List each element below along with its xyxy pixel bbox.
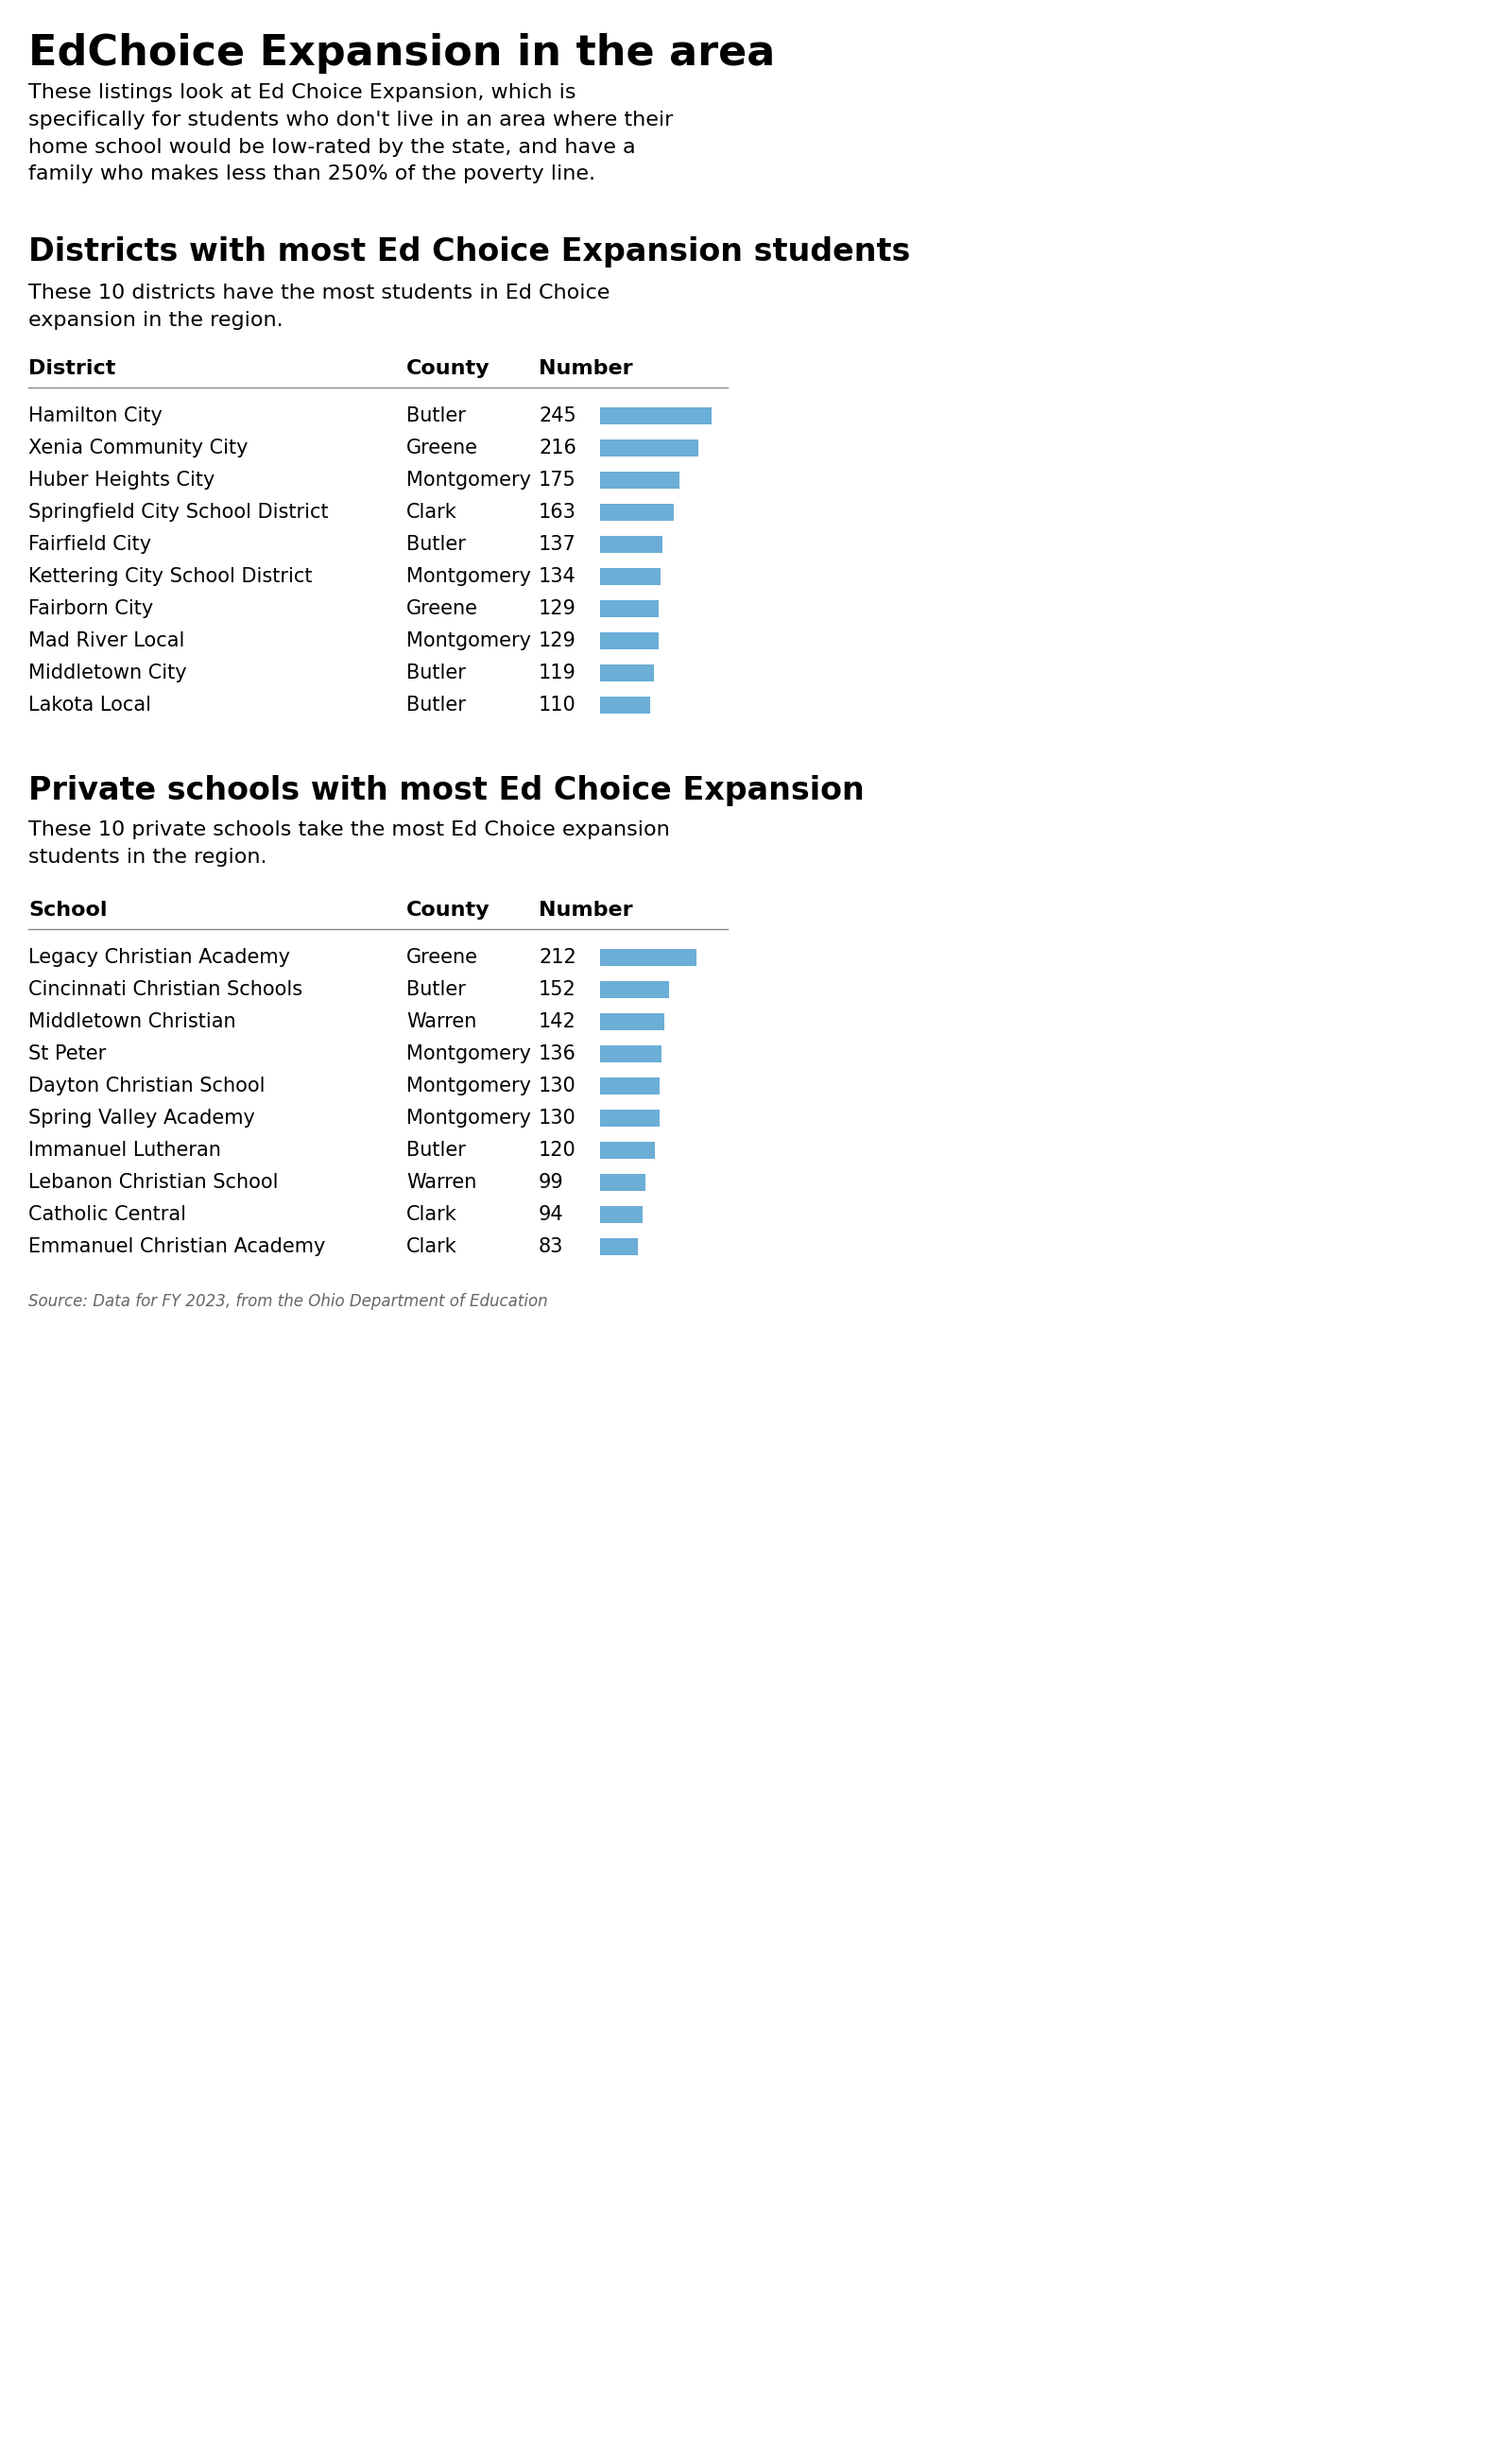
Text: 142: 142: [538, 1013, 576, 1031]
Text: Private schools with most Ed Choice Expansion: Private schools with most Ed Choice Expa…: [29, 776, 865, 805]
Text: County: County: [407, 360, 490, 377]
Text: Butler: Butler: [407, 979, 466, 999]
Bar: [600, 1239, 638, 1256]
Text: Districts with most Ed Choice Expansion students: Districts with most Ed Choice Expansion …: [29, 237, 910, 267]
Text: Butler: Butler: [407, 536, 466, 553]
Text: Number: Number: [538, 360, 634, 377]
Text: Warren: Warren: [407, 1013, 476, 1031]
Text: Montgomery: Montgomery: [407, 632, 531, 651]
Text: Legacy Christian Academy: Legacy Christian Academy: [29, 947, 290, 967]
Text: Clark: Clark: [407, 1236, 457, 1256]
Text: 129: 129: [538, 632, 576, 651]
Bar: [600, 663, 655, 681]
Text: Number: Number: [538, 901, 634, 920]
Bar: [600, 1207, 643, 1224]
Bar: [600, 632, 659, 649]
Text: 152: 152: [538, 979, 576, 999]
Text: 245: 245: [538, 406, 576, 426]
Text: Hamilton City: Hamilton City: [29, 406, 162, 426]
Text: Fairborn City: Fairborn City: [29, 600, 153, 619]
Text: 94: 94: [538, 1204, 564, 1224]
Text: 119: 119: [538, 663, 576, 683]
Text: Lebanon Christian School: Lebanon Christian School: [29, 1173, 278, 1192]
Text: 212: 212: [538, 947, 576, 967]
Text: 129: 129: [538, 600, 576, 619]
Text: Source: Data for FY 2023, from the Ohio Department of Education: Source: Data for FY 2023, from the Ohio …: [29, 1293, 547, 1310]
Text: 99: 99: [538, 1173, 564, 1192]
Bar: [600, 536, 662, 553]
Text: 83: 83: [538, 1236, 564, 1256]
Text: Kettering City School District: Kettering City School District: [29, 568, 313, 585]
Text: Clark: Clark: [407, 1204, 457, 1224]
Text: EdChoice Expansion in the area: EdChoice Expansion in the area: [29, 34, 776, 73]
Text: Warren: Warren: [407, 1173, 476, 1192]
Text: Xenia Community City: Xenia Community City: [29, 438, 248, 458]
Text: Emmanuel Christian Academy: Emmanuel Christian Academy: [29, 1236, 325, 1256]
Text: Butler: Butler: [407, 695, 466, 715]
Bar: [600, 600, 659, 617]
Text: Montgomery: Montgomery: [407, 470, 531, 490]
Text: 134: 134: [538, 568, 576, 585]
Text: Middletown City: Middletown City: [29, 663, 187, 683]
Text: 163: 163: [538, 502, 576, 521]
Text: Clark: Clark: [407, 502, 457, 521]
Bar: [600, 568, 661, 585]
Bar: [600, 504, 674, 521]
Text: These listings look at Ed Choice Expansion, which is
specifically for students w: These listings look at Ed Choice Expansi…: [29, 83, 673, 184]
Text: Cincinnati Christian Schools: Cincinnati Christian Schools: [29, 979, 302, 999]
Bar: [600, 1013, 665, 1031]
Text: Huber Heights City: Huber Heights City: [29, 470, 215, 490]
Text: Greene: Greene: [407, 947, 478, 967]
Text: Catholic Central: Catholic Central: [29, 1204, 186, 1224]
Text: 137: 137: [538, 536, 576, 553]
Text: These 10 private schools take the most Ed Choice expansion
students in the regio: These 10 private schools take the most E…: [29, 820, 670, 867]
Text: St Peter: St Peter: [29, 1045, 106, 1062]
Text: District: District: [29, 360, 115, 377]
Text: These 10 districts have the most students in Ed Choice
expansion in the region.: These 10 districts have the most student…: [29, 284, 609, 330]
Text: Butler: Butler: [407, 663, 466, 683]
Bar: [600, 1109, 659, 1126]
Text: Montgomery: Montgomery: [407, 1109, 531, 1129]
Text: 130: 130: [538, 1077, 576, 1094]
Text: 216: 216: [538, 438, 576, 458]
Text: Mad River Local: Mad River Local: [29, 632, 184, 651]
Bar: [600, 1077, 659, 1094]
Text: Dayton Christian School: Dayton Christian School: [29, 1077, 265, 1094]
Text: 110: 110: [538, 695, 576, 715]
Text: Butler: Butler: [407, 1141, 466, 1160]
Text: Butler: Butler: [407, 406, 466, 426]
Text: Montgomery: Montgomery: [407, 568, 531, 585]
Bar: [600, 406, 711, 424]
Text: School: School: [29, 901, 107, 920]
Text: County: County: [407, 901, 490, 920]
Text: 175: 175: [538, 470, 576, 490]
Text: Spring Valley Academy: Spring Valley Academy: [29, 1109, 256, 1129]
Bar: [600, 950, 697, 967]
Bar: [600, 698, 650, 715]
Bar: [600, 982, 670, 999]
Text: Montgomery: Montgomery: [407, 1077, 531, 1094]
Text: Greene: Greene: [407, 600, 478, 619]
Text: 130: 130: [538, 1109, 576, 1129]
Text: 120: 120: [538, 1141, 576, 1160]
Bar: [600, 1175, 646, 1190]
Bar: [600, 1045, 662, 1062]
Bar: [600, 1141, 655, 1158]
Text: Lakota Local: Lakota Local: [29, 695, 151, 715]
Bar: [600, 472, 679, 490]
Text: Montgomery: Montgomery: [407, 1045, 531, 1062]
Text: Fairfield City: Fairfield City: [29, 536, 151, 553]
Bar: [600, 441, 699, 455]
Text: 136: 136: [538, 1045, 576, 1062]
Text: Greene: Greene: [407, 438, 478, 458]
Text: Springfield City School District: Springfield City School District: [29, 502, 328, 521]
Text: Middletown Christian: Middletown Christian: [29, 1013, 236, 1031]
Text: Immanuel Lutheran: Immanuel Lutheran: [29, 1141, 221, 1160]
